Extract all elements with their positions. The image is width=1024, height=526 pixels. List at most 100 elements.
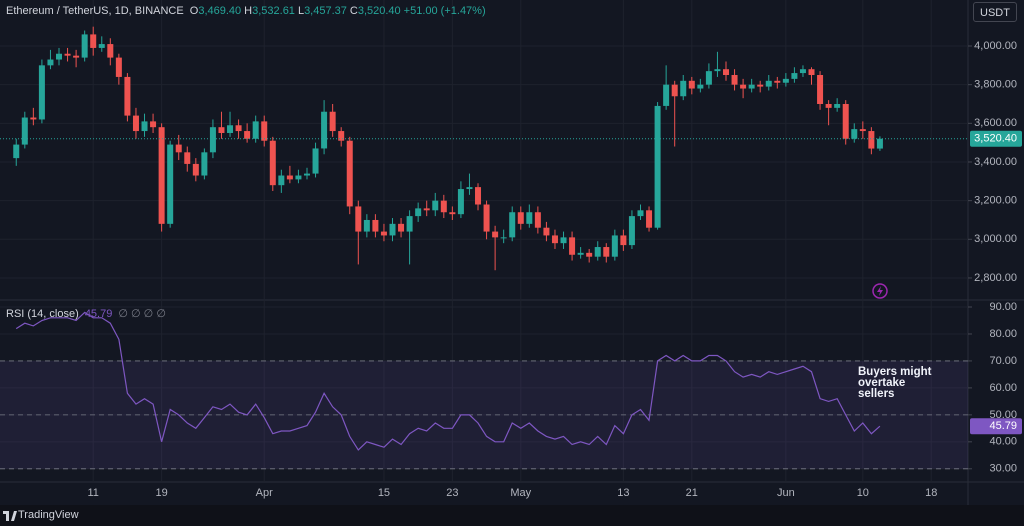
rsi-last-value: 45.79 <box>84 308 113 320</box>
candle-body <box>150 121 157 128</box>
x-tick-label: 23 <box>446 487 458 499</box>
event-icon[interactable] <box>872 283 888 299</box>
candle-body <box>697 84 704 89</box>
footer: TradingView <box>0 505 1024 526</box>
candle-body <box>132 115 139 132</box>
candle-body <box>303 173 310 176</box>
y-tick-label: 3,400.00 <box>974 156 1017 168</box>
candle-body <box>586 252 593 257</box>
symbol-name[interactable]: Ethereum / TetherUS, 1D, BINANCE <box>6 5 184 17</box>
y-tick-label: 2,800.00 <box>974 272 1017 284</box>
y-tick-label: 80.00 <box>989 328 1017 340</box>
rsi-line <box>15 311 881 451</box>
candle-body <box>457 189 464 215</box>
x-tick-label: May <box>510 487 531 499</box>
candle-body <box>269 140 276 186</box>
candle-body <box>338 131 345 141</box>
rsi-band <box>0 360 968 469</box>
candle-body <box>611 235 618 257</box>
candle-body <box>791 73 798 79</box>
candle-body <box>244 131 251 139</box>
candle-body <box>235 125 242 132</box>
x-tick-label: 21 <box>686 487 698 499</box>
candle-body <box>551 235 558 244</box>
candle-body <box>30 117 37 120</box>
annotation: Buyers might overtake sellers <box>858 366 932 400</box>
candle-body <box>201 152 208 176</box>
candle-body <box>406 216 413 232</box>
candle-body <box>346 140 353 207</box>
ohlc-value: 3,469.40 <box>198 5 242 17</box>
y-tick-label: 50.00 <box>989 409 1017 421</box>
y-tick-label: 3,000.00 <box>974 233 1017 245</box>
candle-body <box>500 237 507 239</box>
candle-body <box>808 69 815 75</box>
candle-body <box>466 187 473 190</box>
x-tick-label: 13 <box>617 487 629 499</box>
footer-logo <box>3 511 17 521</box>
candle-body <box>372 219 379 232</box>
candle-body <box>517 212 524 224</box>
candle-body <box>329 111 336 132</box>
candle-body <box>637 210 644 217</box>
candle-body <box>748 84 755 89</box>
ohlc-label: L <box>297 5 305 17</box>
ohlc-label: C <box>349 5 358 17</box>
candle-body <box>526 212 533 224</box>
candle-body <box>543 227 550 236</box>
candle-body <box>714 69 721 72</box>
candle-body <box>423 208 430 211</box>
candle-body <box>115 57 122 77</box>
x-tick-label: 10 <box>857 487 869 499</box>
candle-body <box>167 144 174 224</box>
last-price-tag <box>970 130 1022 147</box>
candle-body <box>859 129 866 132</box>
candle-body <box>663 84 670 106</box>
candle-body <box>389 223 396 236</box>
ohlc-value: 3,532.61 <box>252 5 295 17</box>
y-tick-label: 90.00 <box>989 301 1017 313</box>
footer-brand[interactable]: TradingView <box>18 509 79 521</box>
candle-body <box>295 175 302 180</box>
candle-body <box>671 84 678 97</box>
candle-body <box>38 65 45 120</box>
ohlc-label: O <box>189 5 199 17</box>
candle-body <box>175 144 182 153</box>
candle-body <box>252 121 259 139</box>
candle-body <box>688 80 695 89</box>
candle-body <box>757 84 764 87</box>
candle-body <box>218 127 225 133</box>
candle-body <box>799 69 806 74</box>
candle-body <box>475 187 482 205</box>
y-tick-label: 30.00 <box>989 463 1017 475</box>
candle-body <box>355 206 362 232</box>
candle-body <box>723 69 729 75</box>
currency-button[interactable]: USDT <box>973 2 1017 22</box>
x-tick-label: 18 <box>925 487 937 499</box>
y-tick-label: 60.00 <box>989 382 1017 394</box>
candle-body <box>380 231 387 236</box>
candle-body <box>834 103 841 108</box>
candle-body <box>842 103 849 139</box>
y-tick-label: 3,800.00 <box>974 79 1017 91</box>
candle-body <box>483 204 490 232</box>
candle-body <box>209 127 216 153</box>
candle-body <box>577 252 584 255</box>
candle-body <box>851 129 858 139</box>
x-tick-label: Apr <box>256 487 273 499</box>
candle-body <box>603 247 610 257</box>
candle-body <box>569 237 576 255</box>
candle-body <box>73 55 80 58</box>
x-tick-label: 19 <box>155 487 167 499</box>
rsi-title[interactable]: RSI (14, close) <box>6 308 79 320</box>
candle-body <box>432 200 439 211</box>
candle-body <box>646 210 653 228</box>
price-change: +51.00 (+1.47%) <box>403 5 486 17</box>
candle-body <box>825 103 832 108</box>
candle-body <box>782 78 789 83</box>
rsi-legend: RSI (14, close) 45.79 ∅ ∅ ∅ ∅ <box>6 307 169 320</box>
candle-body <box>286 175 293 180</box>
y-tick-label: 3,600.00 <box>974 117 1017 129</box>
